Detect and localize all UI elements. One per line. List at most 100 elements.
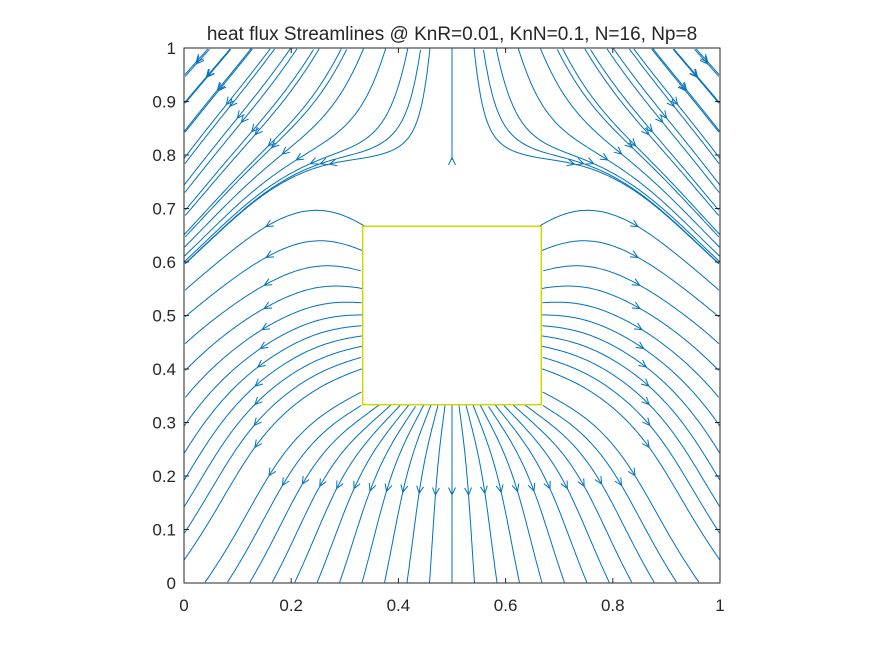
streamline [184,48,320,216]
streamline-arrow [254,439,263,449]
streamline-arrow [689,68,699,78]
y-tick-label: 0.2 [152,467,176,486]
streamline-arrow [644,123,654,133]
streamline-arrow [368,482,377,493]
streamline-arrow [416,485,425,495]
streamline-arrow [265,250,275,258]
y-tick-label: 0.1 [152,521,176,540]
streamline-arrow [527,482,536,493]
streamline-arrow [384,483,393,493]
streamline-arrow [613,146,623,155]
streamline-arrow [575,157,585,166]
streamline [472,404,520,583]
streamline [584,48,720,216]
streamline-arrow [263,301,273,310]
streamline-arrow [699,55,709,65]
streamline [183,357,362,534]
streamline [384,404,432,583]
streamline-arrow [666,98,675,108]
streamline [249,404,380,583]
y-tick-label: 0 [167,574,176,593]
streamline-arrow [216,81,226,91]
streamline [227,405,362,583]
streamline-arrow [432,487,440,497]
streamline-arrow [642,417,651,427]
y-tick-label: 1 [167,39,176,58]
streamline-arrow [195,53,204,63]
streamline-arrow [630,219,640,228]
streamline-arrow [268,467,277,477]
x-tick-label: 0.2 [279,596,303,615]
streamline-arrow [206,69,215,78]
streamline-arrow [566,158,576,167]
streamline-arrow [270,139,280,149]
streamline-arrow [319,157,329,166]
streamline-arrow [254,378,264,387]
streamline-arrow [250,123,260,133]
streamline [184,49,314,211]
streamline [539,209,720,291]
streamline-arrow [464,487,472,497]
streamline [294,405,401,583]
obstacle-layer [361,225,543,406]
streamline-arrow [240,114,249,124]
streamline-arrow [205,68,215,78]
streamline [541,240,720,318]
streamline-arrow [281,477,290,487]
streamline-arrow [400,484,409,494]
streamline [503,405,610,583]
obstacle-square [361,225,543,406]
streamline-arrow [295,152,305,161]
streamline [339,406,416,583]
streamline-arrow [594,476,603,485]
streamline [524,404,655,583]
streamline [184,335,363,480]
y-tick-label: 0.7 [152,200,176,219]
streamline-arrow [256,359,266,368]
streamline-arrow [577,478,585,488]
x-tick-label: 0.6 [494,596,518,615]
streamline-arrow [640,378,650,387]
streamline-arrow [263,278,273,286]
streamline-arrow [353,480,361,490]
streamline [184,48,364,248]
streamline-arrow [261,322,271,331]
streamline-arrow [585,157,595,165]
y-tick-label: 0.3 [152,414,176,433]
streamline [271,404,392,583]
streamline-arrow [627,467,636,477]
streamline-arrow [641,439,650,449]
streamline [184,240,363,318]
streamline-arrow [631,301,641,310]
axes-layer: 0 0.2 0.4 0.6 0.8 1 0 0.1 0.2 0.3 0.4 0.5 0.6 0.7 0.8 0… [152,39,724,615]
streamline [543,265,720,345]
streamline [541,285,720,371]
streamline-arrow [638,359,648,368]
y-tick-label: 0.6 [152,253,176,272]
streamline [465,405,498,583]
streamline-arrow [543,480,551,490]
streamline-arrow [659,110,668,119]
streamline-arrow [629,250,639,258]
streamline-arrow [229,98,238,108]
streamline-arrow [236,110,245,119]
streamline [429,405,446,583]
streamline-arrow [217,82,227,92]
streamline [406,405,439,583]
streamline [184,265,361,345]
streamline-arrow [678,81,688,91]
streamline [540,48,720,248]
streamline [512,404,633,583]
streamline-arrow [336,480,344,490]
streamline [542,357,721,534]
streamline [458,405,475,583]
streamline [494,404,588,583]
streamline [316,404,410,583]
streamline-arrow [511,483,520,493]
streamline-arrow [641,396,650,406]
streamline [590,49,720,211]
streamline-arrow [633,322,643,331]
streamline-arrow [253,417,262,427]
